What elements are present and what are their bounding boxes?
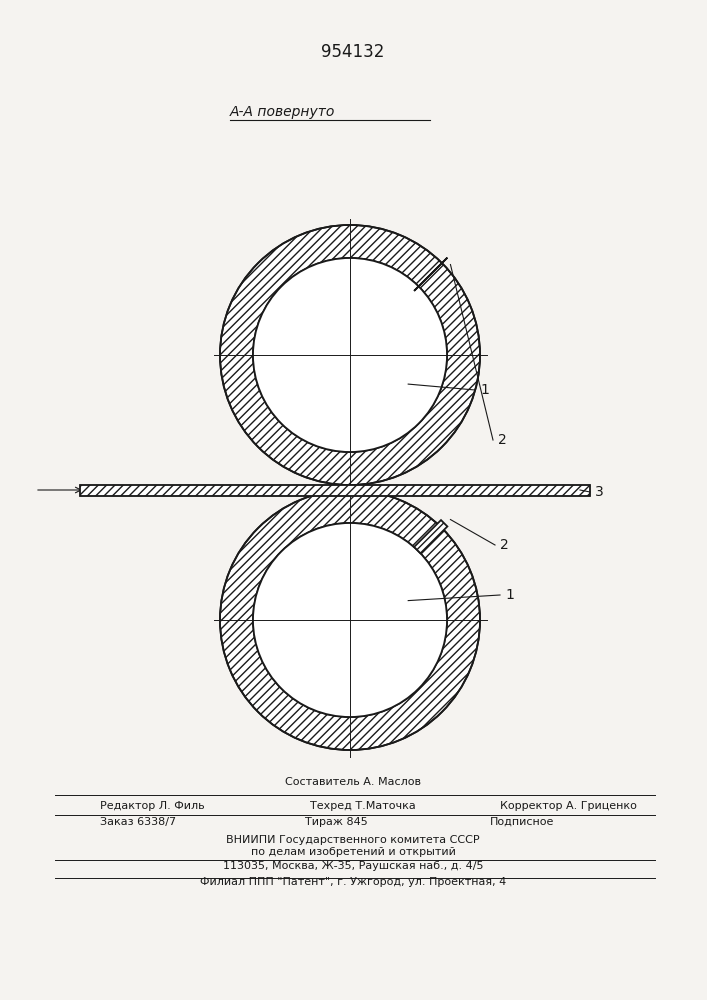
Text: 1: 1 <box>505 588 514 602</box>
Polygon shape <box>414 520 448 553</box>
Text: ВНИИПИ Государственного комитета СССР: ВНИИПИ Государственного комитета СССР <box>226 835 480 845</box>
Text: Техред Т.Маточка: Техред Т.Маточка <box>310 801 416 811</box>
Text: Подписное: Подписное <box>490 817 554 827</box>
Circle shape <box>253 523 447 717</box>
Text: 954132: 954132 <box>321 43 385 61</box>
Text: 2: 2 <box>498 433 507 447</box>
Bar <box>80 485 590 495</box>
Text: Корректор А. Гриценко: Корректор А. Гриценко <box>500 801 637 811</box>
Text: 3: 3 <box>595 485 604 499</box>
Circle shape <box>253 258 447 452</box>
Polygon shape <box>414 258 448 291</box>
Text: 113035, Москва, Ж-35, Раушская наб., д. 4/5: 113035, Москва, Ж-35, Раушская наб., д. … <box>223 861 484 871</box>
Text: 2: 2 <box>500 538 509 552</box>
Text: А-А повернуто: А-А повернуто <box>230 105 335 119</box>
Text: Составитель А. Маслов: Составитель А. Маслов <box>285 777 421 787</box>
Text: Редактор Л. Филь: Редактор Л. Филь <box>100 801 204 811</box>
Bar <box>80 485 590 495</box>
Text: Заказ 6338/7: Заказ 6338/7 <box>100 817 176 827</box>
Text: Филиал ППП "Патент", г. Ужгород, ул. Проектная, 4: Филиал ППП "Патент", г. Ужгород, ул. Про… <box>200 877 506 887</box>
Text: 1: 1 <box>480 383 489 397</box>
Text: Фиг. 2: Фиг. 2 <box>325 698 375 712</box>
Text: по делам изобретений и открытий: по делам изобретений и открытий <box>250 847 455 857</box>
Text: Тираж 845: Тираж 845 <box>305 817 368 827</box>
